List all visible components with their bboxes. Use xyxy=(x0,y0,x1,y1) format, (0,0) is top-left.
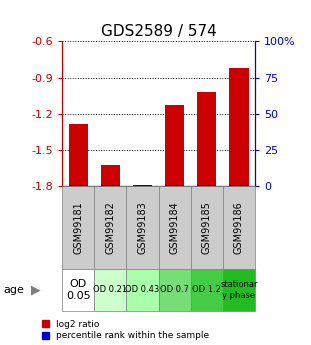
Bar xyxy=(127,186,159,269)
Bar xyxy=(69,124,88,186)
Bar xyxy=(165,105,184,186)
Bar xyxy=(159,269,191,310)
Text: GSM99181: GSM99181 xyxy=(73,201,83,254)
Bar xyxy=(62,186,94,269)
Text: GSM99186: GSM99186 xyxy=(234,201,244,254)
Text: GSM99182: GSM99182 xyxy=(105,201,115,254)
Text: OD 0.43: OD 0.43 xyxy=(125,285,160,294)
Bar xyxy=(94,186,127,269)
Text: age: age xyxy=(3,285,24,295)
Bar xyxy=(197,185,216,186)
Bar xyxy=(165,185,184,186)
Bar xyxy=(62,269,94,310)
Title: GDS2589 / 574: GDS2589 / 574 xyxy=(101,24,216,39)
Bar xyxy=(101,185,120,186)
Bar xyxy=(159,186,191,269)
Text: OD
0.05: OD 0.05 xyxy=(66,279,91,300)
Text: stationar
y phase: stationar y phase xyxy=(220,280,258,299)
Legend: log2 ratio, percentile rank within the sample: log2 ratio, percentile rank within the s… xyxy=(42,320,209,341)
Text: ▶: ▶ xyxy=(31,283,41,296)
Bar xyxy=(229,185,248,186)
Text: GSM99185: GSM99185 xyxy=(202,201,212,254)
Bar xyxy=(223,186,255,269)
Text: OD 0.21: OD 0.21 xyxy=(93,285,128,294)
Text: GSM99184: GSM99184 xyxy=(170,201,180,254)
Text: OD 0.7: OD 0.7 xyxy=(160,285,189,294)
Bar xyxy=(127,269,159,310)
Bar xyxy=(94,269,127,310)
Bar xyxy=(101,165,120,186)
Bar xyxy=(191,186,223,269)
Bar xyxy=(223,269,255,310)
Bar xyxy=(69,185,88,186)
Bar xyxy=(191,269,223,310)
Bar xyxy=(197,92,216,186)
Bar xyxy=(133,185,152,186)
Bar xyxy=(229,68,248,186)
Text: GSM99183: GSM99183 xyxy=(137,201,147,254)
Text: OD 1.2: OD 1.2 xyxy=(193,285,221,294)
